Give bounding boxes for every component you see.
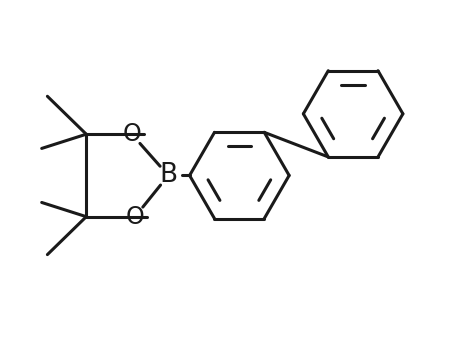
Text: O: O <box>122 122 141 146</box>
Text: B: B <box>159 163 177 188</box>
Text: O: O <box>126 205 145 229</box>
